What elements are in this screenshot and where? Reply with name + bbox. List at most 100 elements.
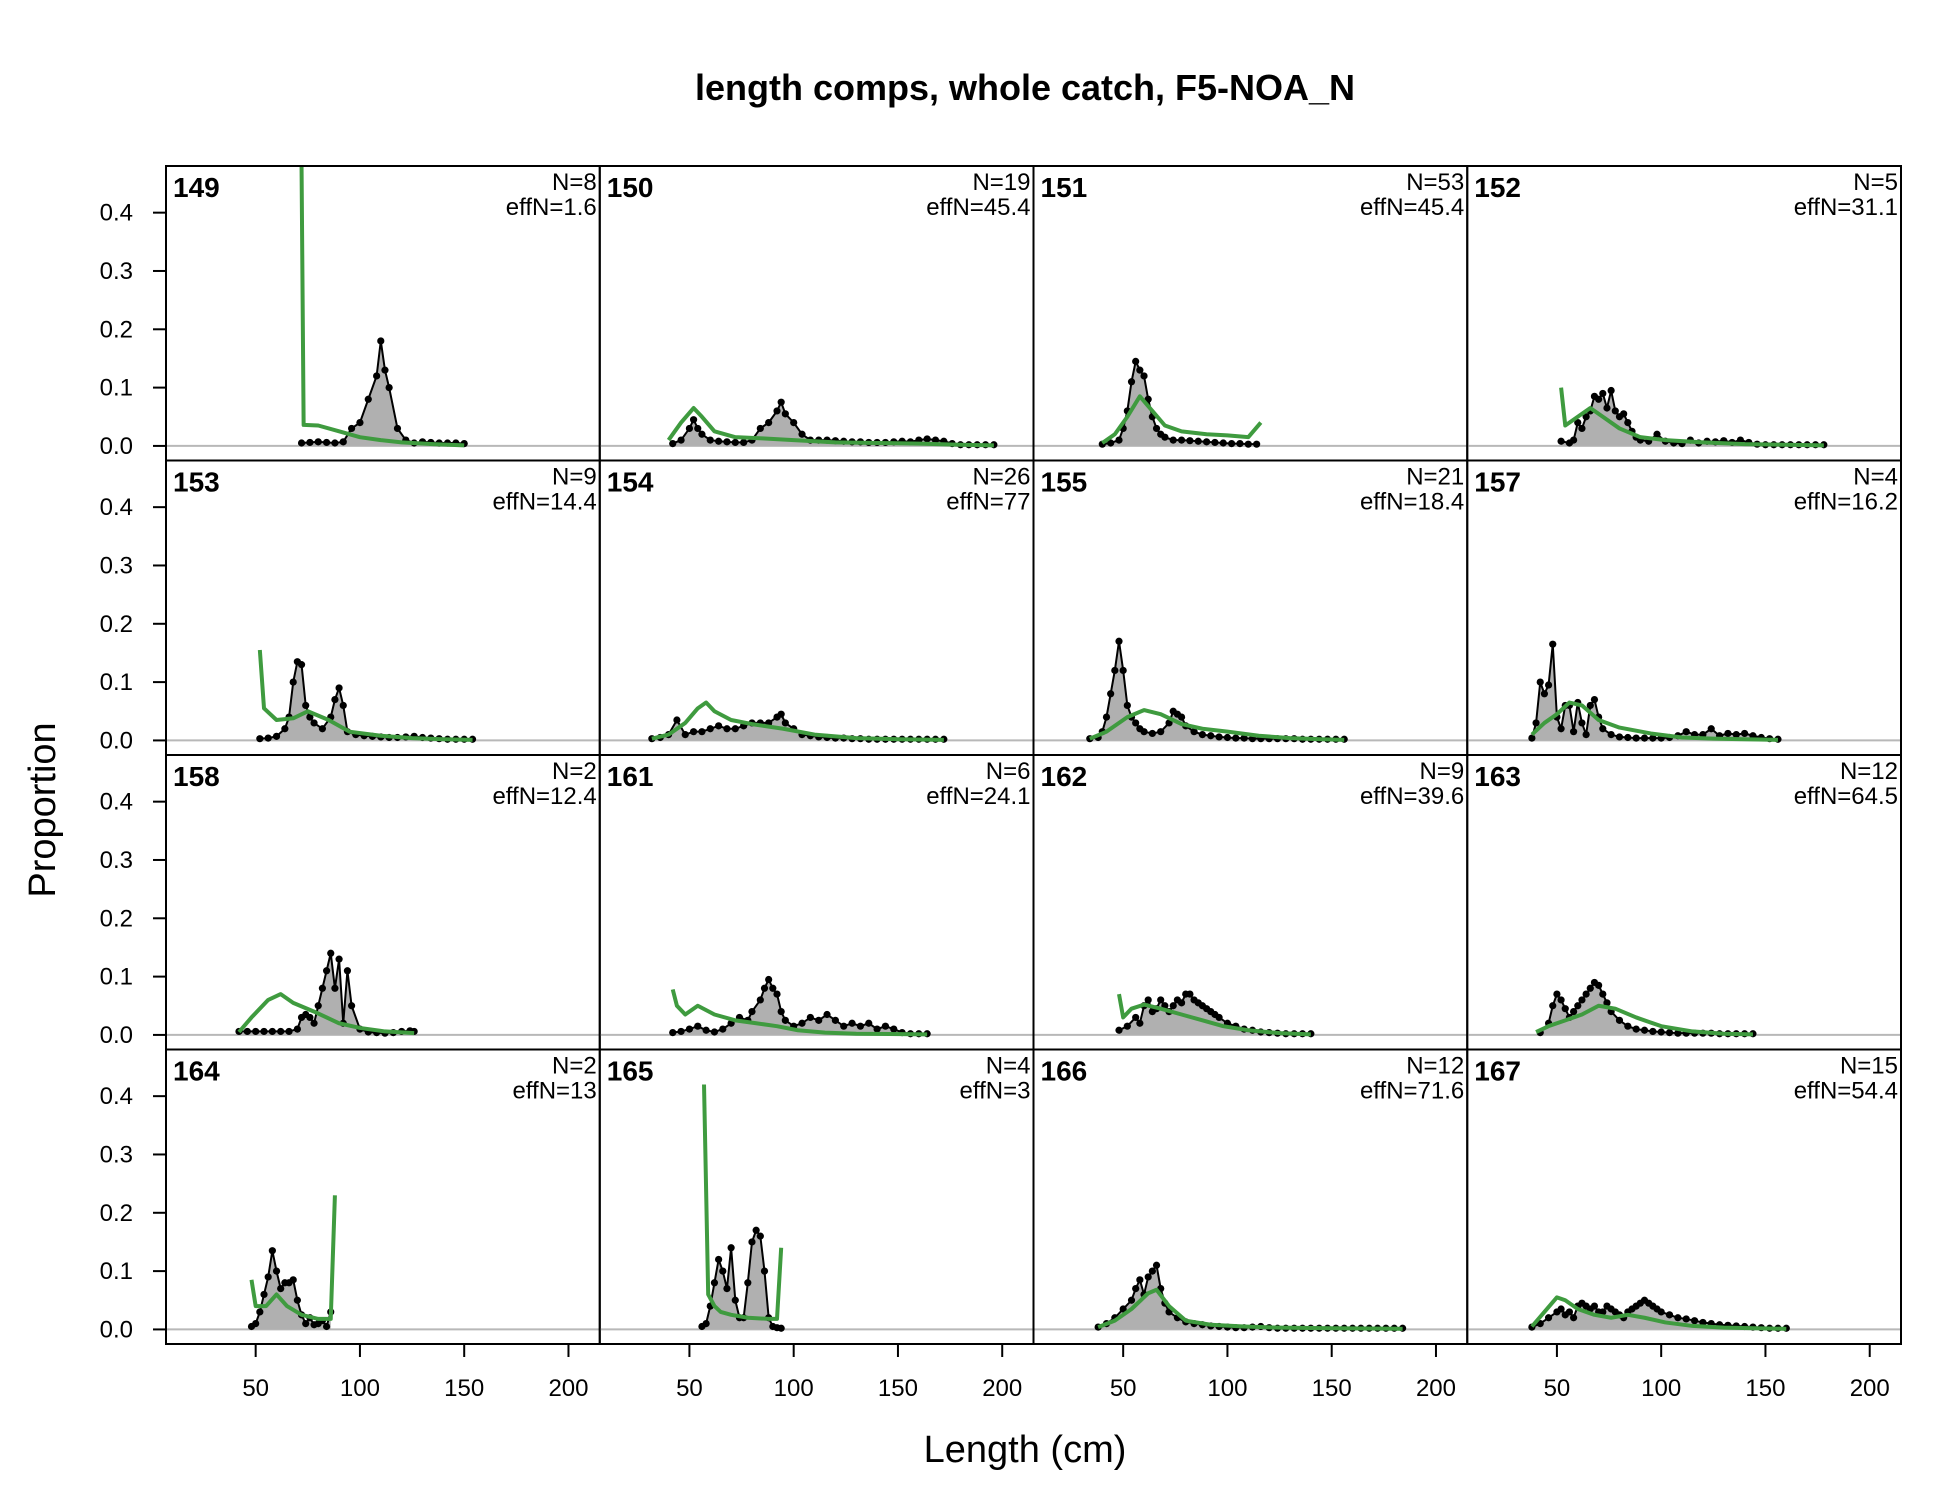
observed-point (740, 438, 748, 447)
observed-point (1102, 713, 1111, 721)
observed-point (1565, 1308, 1574, 1316)
observed-point (1127, 1296, 1136, 1304)
observed-point (1177, 713, 1186, 721)
panel-n-label: N=21 (1406, 464, 1464, 491)
observed-area (701, 1230, 782, 1330)
observed-point (790, 418, 798, 427)
panel-year-label: 166 (1041, 1056, 1088, 1087)
panel-plot-area (599, 700, 1034, 743)
observed-point (727, 1244, 735, 1252)
observed-point (748, 1007, 756, 1016)
x-tick-label: 150 (1312, 1375, 1352, 1402)
panel-n-label: N=53 (1406, 169, 1464, 196)
observed-point (890, 1025, 898, 1033)
panel-effn-label: effN=71.6 (1360, 1078, 1464, 1105)
observed-point (1177, 999, 1186, 1007)
observed-point (1674, 1029, 1682, 1037)
observed-point (1186, 437, 1194, 445)
observed-point (702, 1319, 710, 1328)
observed-point (931, 436, 940, 444)
observed-point (335, 684, 343, 692)
observed-point (1528, 734, 1536, 742)
observed-area (672, 402, 994, 446)
observed-point (923, 435, 931, 443)
observed-point (723, 725, 731, 733)
observed-point (1244, 440, 1252, 448)
y-tick-label: 0.3 (100, 847, 133, 874)
y-tick-label: 0.3 (100, 258, 133, 285)
panel-year-label: 165 (607, 1056, 654, 1087)
x-tick-label: 200 (982, 1375, 1022, 1402)
observed-point (731, 438, 739, 447)
observed-point (377, 337, 385, 345)
observed-point (272, 732, 281, 740)
observed-point (1215, 1013, 1223, 1022)
panel-effn-label: effN=13 (512, 1078, 596, 1105)
observed-point (1132, 357, 1140, 365)
observed-point (381, 366, 389, 374)
panel-effn-label: effN=12.4 (492, 783, 596, 810)
panel-n-label: N=9 (1420, 758, 1465, 785)
x-tick-label: 50 (1544, 1375, 1571, 1402)
panel-plot-area (1033, 990, 1468, 1038)
panel-n-label: N=6 (986, 758, 1031, 785)
observed-point (260, 1027, 268, 1036)
observed-point (297, 661, 306, 669)
observed-point (331, 439, 339, 447)
observed-point (1219, 439, 1227, 447)
y-tick-label: 0.3 (100, 552, 133, 579)
observed-point (1570, 1007, 1578, 1016)
observed-point (689, 416, 698, 424)
observed-point (1123, 1022, 1131, 1030)
observed-point (1215, 733, 1223, 741)
observed-point (1549, 1002, 1557, 1010)
panel-n-label: N=5 (1853, 169, 1898, 196)
observed-point (756, 424, 764, 433)
observed-point (289, 1276, 297, 1284)
y-tick-label: 0.0 (100, 1022, 133, 1049)
observed-point (285, 1027, 293, 1036)
y-tick-label: 0.4 (100, 494, 133, 521)
panel-year-label: 163 (1474, 761, 1521, 792)
observed-point (297, 439, 306, 447)
observed-area (651, 714, 944, 741)
observed-area (1098, 1265, 1403, 1330)
observed-point (1690, 1317, 1699, 1325)
observed-point (752, 1226, 760, 1234)
y-tick-label: 0.2 (100, 611, 133, 638)
observed-point (1240, 734, 1248, 742)
observed-point (1674, 1314, 1682, 1322)
observed-point (293, 1025, 301, 1033)
observed-point (1682, 1315, 1690, 1323)
expected-line (257, 649, 473, 742)
observed-point (1561, 1005, 1569, 1013)
observed-point (306, 438, 314, 447)
observed-point (1549, 640, 1557, 648)
panel-effn-label: effN=18.4 (1360, 489, 1464, 516)
panel-year-label: 150 (607, 172, 654, 203)
observed-point (1211, 438, 1219, 447)
observed-area (1531, 644, 1778, 741)
panel-plot-area (1467, 978, 1901, 1038)
expected-line (1101, 394, 1263, 445)
observed-point (1699, 1318, 1707, 1327)
observed-point (1207, 732, 1215, 740)
panel-plot-area (599, 975, 1034, 1038)
observed-point (1649, 734, 1657, 742)
observed-point (1107, 439, 1115, 447)
observed-point (252, 1319, 260, 1328)
observed-point (685, 424, 694, 433)
observed-point (694, 1022, 702, 1030)
panel-effn-label: effN=45.4 (926, 194, 1030, 221)
panel-plot-area (166, 949, 600, 1037)
observed-point (1590, 1302, 1599, 1310)
observed-point (1578, 719, 1586, 727)
observed-point (277, 1284, 285, 1293)
observed-point (719, 1025, 727, 1033)
panel-year-label: 157 (1474, 467, 1521, 498)
y-tick-label: 0.1 (100, 964, 133, 991)
